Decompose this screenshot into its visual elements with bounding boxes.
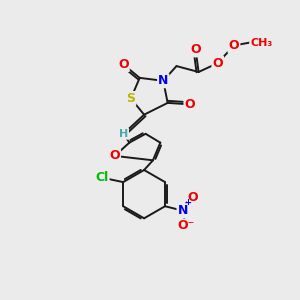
Text: Cl: Cl	[95, 171, 109, 184]
Text: O: O	[212, 57, 223, 70]
Text: N: N	[158, 74, 168, 87]
Text: O: O	[110, 149, 120, 162]
Text: O: O	[184, 98, 195, 111]
Text: O: O	[118, 58, 129, 71]
Text: O: O	[188, 191, 198, 204]
Text: +: +	[184, 198, 191, 207]
Text: N: N	[178, 204, 188, 217]
Text: O⁻: O⁻	[177, 220, 194, 232]
Text: O: O	[229, 39, 239, 52]
Text: CH₃: CH₃	[250, 38, 272, 47]
Text: S: S	[126, 92, 135, 105]
Text: O: O	[229, 39, 239, 52]
Text: O: O	[190, 44, 201, 56]
Text: H: H	[119, 129, 128, 139]
